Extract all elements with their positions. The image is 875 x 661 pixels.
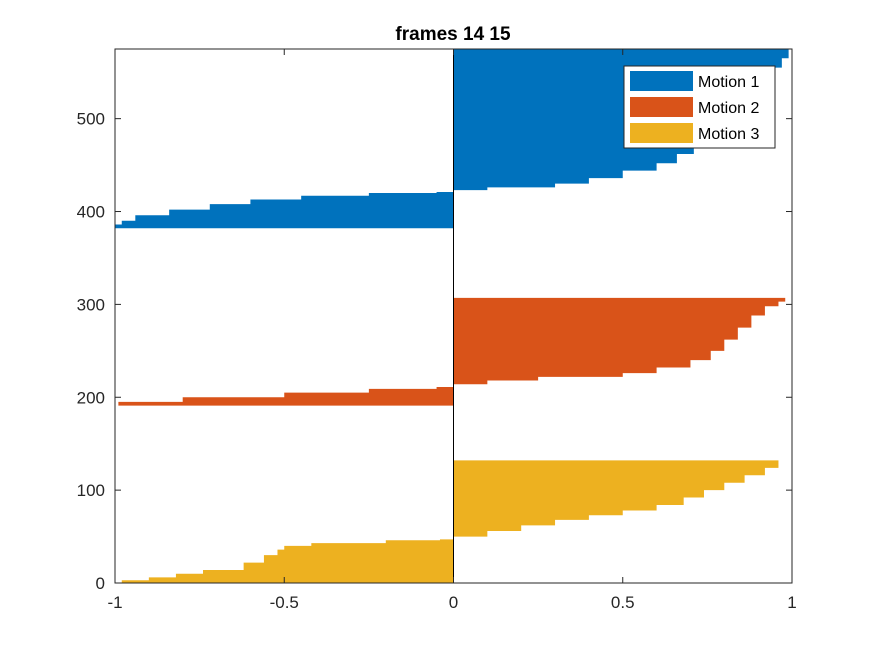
y-tick-label: 400 [77, 203, 105, 222]
legend-swatch [630, 123, 693, 143]
y-tick-label: 200 [77, 388, 105, 407]
x-tick-label: -1 [107, 593, 122, 612]
legend-label: Motion 2 [698, 100, 759, 117]
legend: Motion 1 Motion 2 Motion 3 [623, 65, 776, 149]
y-tick-label: 0 [96, 574, 105, 593]
legend-swatch [630, 71, 693, 91]
x-tick-label: 0 [449, 593, 458, 612]
y-tick-label: 300 [77, 295, 105, 314]
legend-label: Motion 3 [698, 126, 759, 143]
chart-title: frames 14 15 [395, 24, 511, 45]
y-tick-label: 100 [77, 481, 105, 500]
legend-label: Motion 1 [698, 74, 759, 91]
legend-swatch [630, 97, 693, 117]
x-tick-label: 1 [787, 593, 796, 612]
series-motion-3-area [121, 460, 792, 583]
series-motion-2-area [118, 297, 792, 406]
y-tick-label: 500 [77, 110, 105, 129]
x-tick-label: -0.5 [270, 593, 299, 612]
x-tick-label: 0.5 [611, 593, 635, 612]
ticks-layer: -1 -0.5 0 0.5 1 0 100 200 300 400 500 [77, 49, 797, 612]
